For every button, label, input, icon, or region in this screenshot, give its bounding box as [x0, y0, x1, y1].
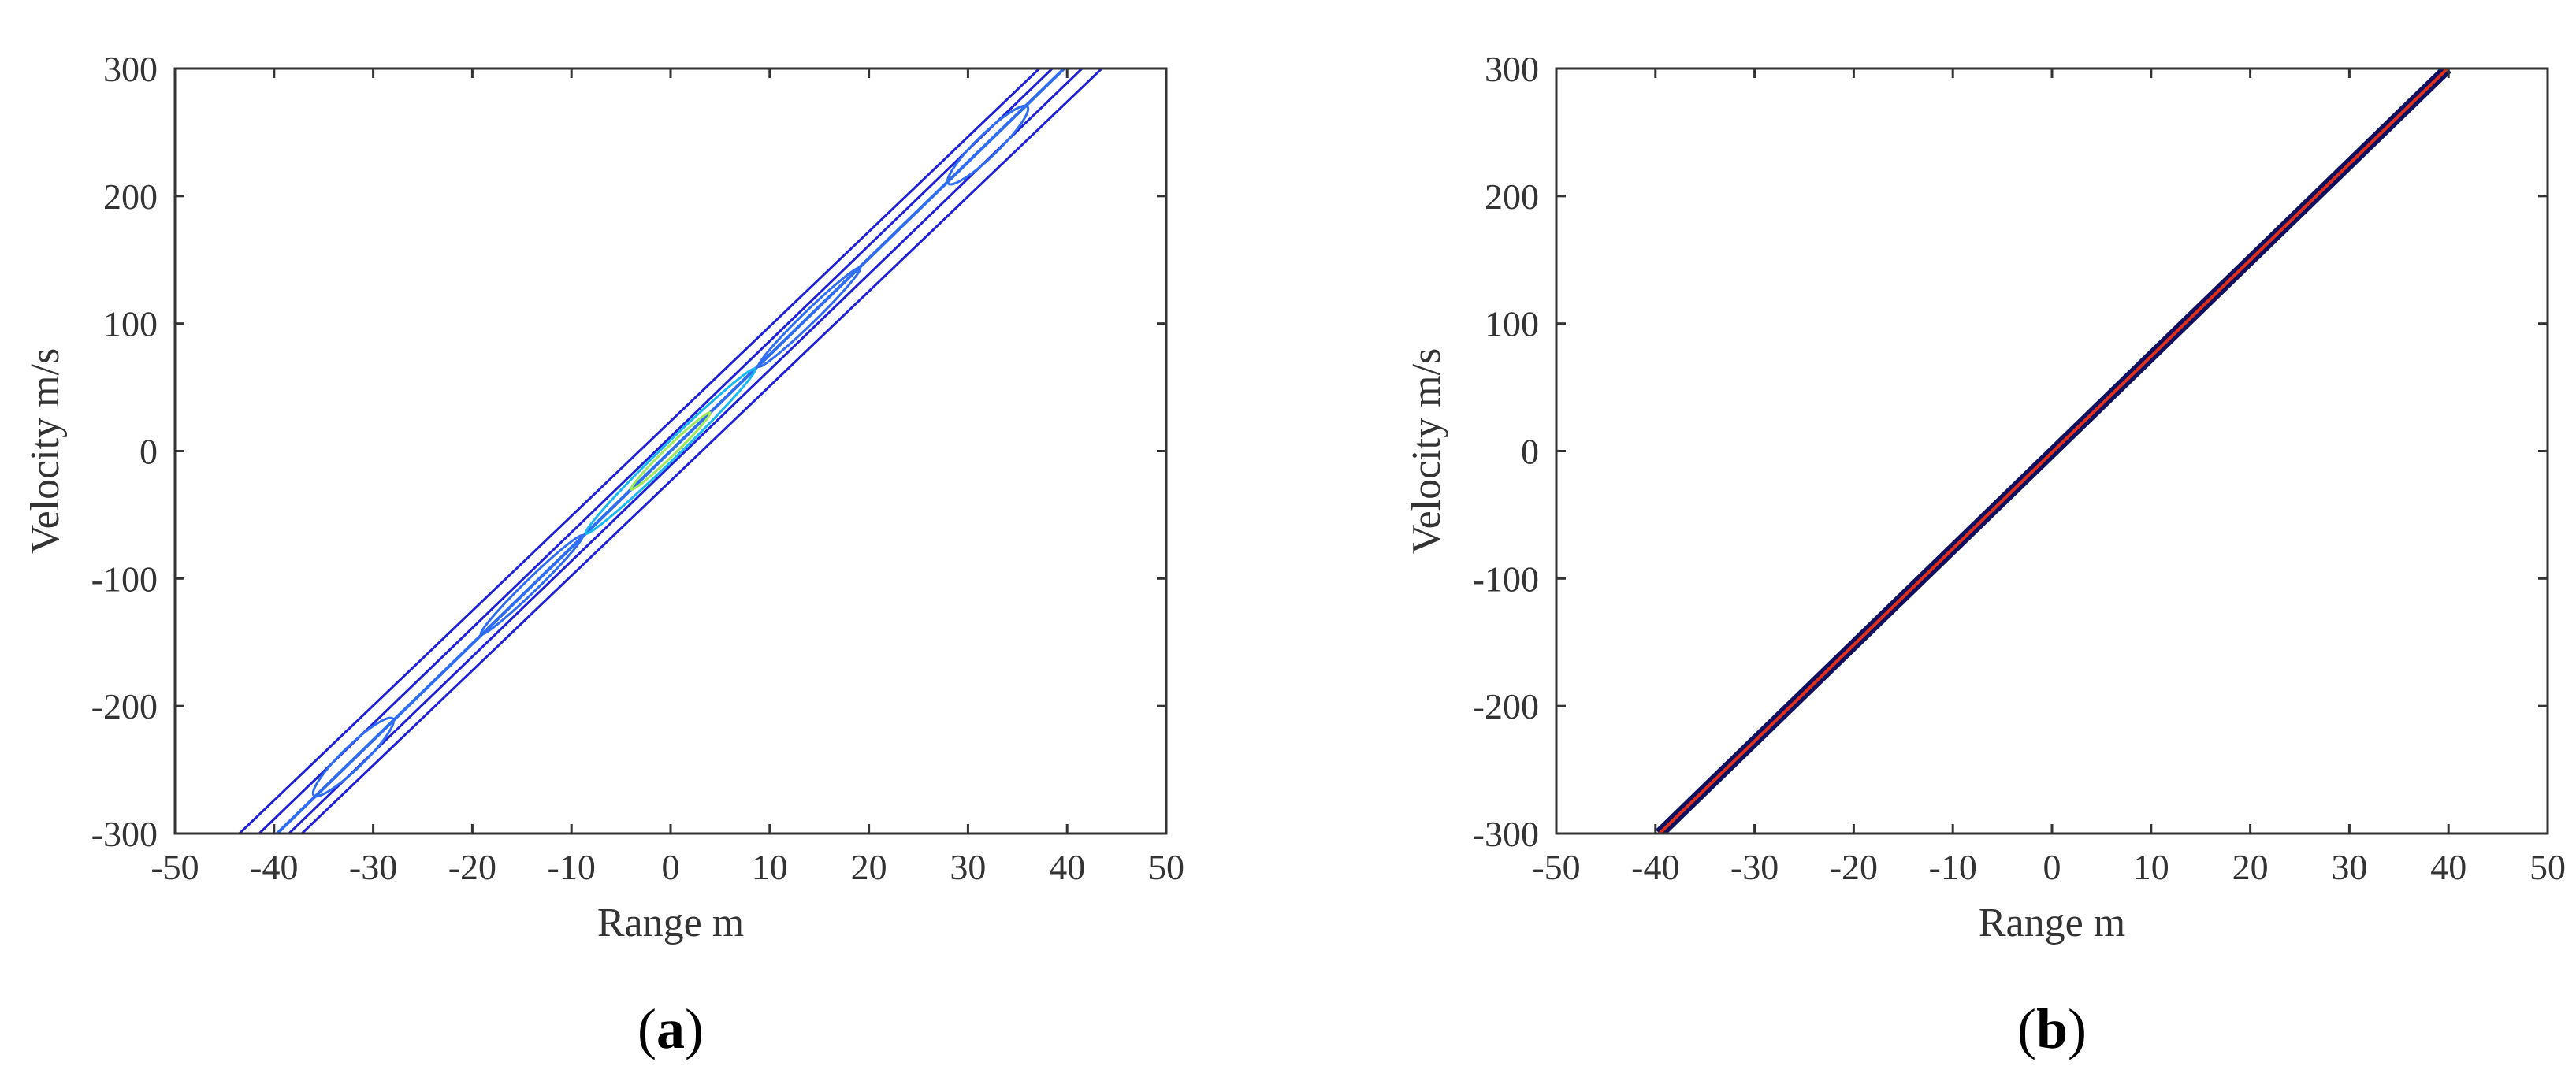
contour-lines-b — [1655, 69, 2451, 834]
x-axis-label-b: Range m — [1979, 901, 2125, 945]
y-tick-label: 100 — [103, 304, 158, 344]
x-tick-label: 40 — [2430, 847, 2466, 887]
x-tick-label: -40 — [250, 847, 298, 887]
ridge-center-line — [1658, 69, 2449, 834]
contour-line-ridge-center — [276, 69, 1065, 834]
x-tick-label: 0 — [2043, 847, 2061, 887]
y-tick-label: 100 — [1485, 304, 1539, 344]
y-tick-label: 0 — [139, 432, 158, 472]
x-tick-label: -50 — [1532, 847, 1580, 887]
contour-plot-a: -50 -40 -30 -20 -10 0 10 20 30 40 50-300-200-10001… — [23, 49, 1184, 1060]
contour-line-mid-contour-left — [258, 69, 1054, 834]
y-tick-label: 300 — [1485, 49, 1539, 89]
contour-lobe-2 — [756, 266, 862, 369]
x-tick-label: -10 — [1929, 847, 1977, 887]
y-tick-label: 200 — [103, 176, 158, 217]
x-tick-label: 20 — [851, 847, 887, 887]
y-axis-label-b: Velocity m/s — [1404, 348, 1449, 554]
contour-lobe-3 — [479, 533, 585, 636]
x-axis-label-a: Range m — [597, 901, 744, 945]
contour-lobe-0 — [584, 367, 757, 535]
contour-lobe-5 — [311, 716, 396, 798]
x-tick-label: -30 — [349, 847, 397, 887]
x-tick-label: -10 — [548, 847, 596, 887]
y-tick-label: 0 — [1521, 432, 1539, 472]
x-tick-label: 50 — [2530, 847, 2566, 887]
y-tick-label: -300 — [1473, 814, 1539, 854]
x-tick-label: 30 — [950, 847, 986, 887]
y-tick-label: -300 — [91, 814, 158, 854]
y-tick-label: -100 — [1473, 559, 1539, 599]
panel-label-a: (a) — [637, 997, 704, 1060]
y-tick-label: -200 — [1473, 686, 1539, 726]
x-tick-label: 30 — [2331, 847, 2367, 887]
ticks-b: -50 -40 -30 -20 -10 0 10 20 30 40 50-300-200-10001… — [1473, 49, 2566, 887]
y-tick-label: 200 — [1485, 176, 1539, 217]
contour-line-mid-contour-right — [288, 69, 1084, 834]
panel-label-b: (b) — [2017, 997, 2087, 1060]
contour-lobe-1 — [630, 411, 712, 491]
x-tick-label: 0 — [662, 847, 680, 887]
contour-lobe-4 — [946, 104, 1030, 186]
x-tick-label: 10 — [2133, 847, 2169, 887]
y-tick-label: -100 — [91, 559, 158, 599]
x-tick-label: -20 — [448, 847, 496, 887]
y-tick-label: 300 — [103, 49, 158, 89]
x-tick-label: -40 — [1631, 847, 1679, 887]
y-axis-label-a: Velocity m/s — [23, 348, 68, 554]
contour-line-outer-contour-right — [300, 69, 1103, 834]
ticks-a: -50 -40 -30 -20 -10 0 10 20 30 40 50-300-200-10001… — [91, 49, 1184, 887]
x-tick-label: 40 — [1049, 847, 1085, 887]
x-tick-label: -30 — [1730, 847, 1779, 887]
x-tick-label: 10 — [752, 847, 788, 887]
x-tick-label: -20 — [1830, 847, 1878, 887]
contour-plot-b: -50 -40 -30 -20 -10 0 10 20 30 40 50-300-200-10001… — [1404, 49, 2566, 1060]
x-tick-label: 50 — [1148, 847, 1184, 887]
x-tick-label: 20 — [2232, 847, 2269, 887]
contour-line-outer-contour-left — [238, 69, 1041, 834]
contour-lines-a — [238, 69, 1103, 834]
y-tick-label: -200 — [91, 686, 158, 726]
x-tick-label: -50 — [151, 847, 199, 887]
